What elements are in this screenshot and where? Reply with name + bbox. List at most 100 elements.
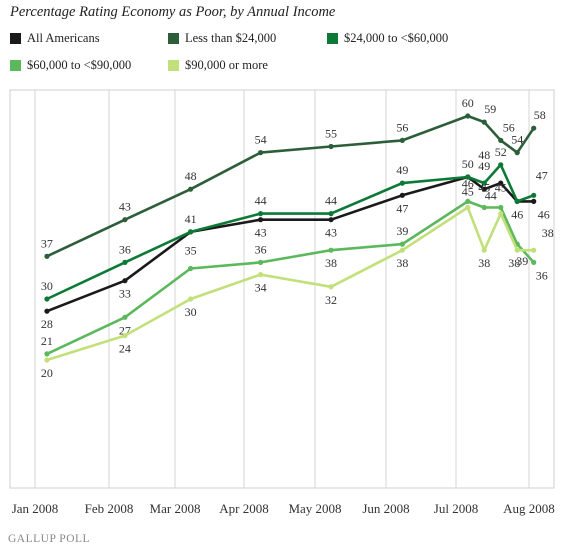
series-3-point bbox=[399, 241, 405, 247]
data-label: 38 bbox=[325, 256, 337, 270]
series-2-point bbox=[465, 174, 471, 180]
data-label: 50 bbox=[462, 157, 474, 171]
data-label: 24 bbox=[119, 342, 131, 356]
series-0-point bbox=[328, 217, 334, 223]
series-2-point bbox=[481, 180, 487, 186]
series-3-point bbox=[187, 265, 194, 272]
series-3-point bbox=[498, 204, 504, 211]
series-1-point bbox=[399, 137, 405, 143]
legend-item-all-americans: All Americans bbox=[10, 31, 100, 46]
series-2-point bbox=[257, 211, 264, 217]
gallup-poll-logo: GALLUP POLL bbox=[8, 533, 91, 545]
data-label: 38 bbox=[478, 256, 490, 270]
data-label: 20 bbox=[41, 366, 53, 380]
legend-swatch-90000-or-more bbox=[168, 60, 179, 71]
series-2-point bbox=[514, 198, 520, 204]
data-label: 30 bbox=[185, 305, 197, 319]
series-1-point bbox=[187, 186, 194, 192]
series-1-point bbox=[481, 119, 487, 125]
series-3-point bbox=[122, 314, 128, 320]
legend-label-all-americans: All Americans bbox=[27, 31, 100, 45]
data-label: 34 bbox=[255, 281, 267, 295]
x-tick-label: Feb 2008 bbox=[85, 501, 134, 516]
data-label: 37 bbox=[41, 236, 53, 250]
series-0-point bbox=[399, 192, 405, 198]
data-label: 36 bbox=[255, 242, 267, 256]
x-tick-label: Jul 2008 bbox=[434, 501, 478, 516]
data-label: 43 bbox=[255, 226, 267, 240]
data-label: 36 bbox=[119, 242, 131, 256]
legend-label-60000-to-90000: $60,000 to <$90,000 bbox=[27, 58, 132, 72]
series-4-point bbox=[465, 204, 471, 211]
data-label: 43 bbox=[119, 200, 131, 214]
data-label: 33 bbox=[119, 287, 131, 301]
chart-title: Percentage Rating Economy as Poor, by An… bbox=[10, 4, 336, 20]
series-line-1 bbox=[46, 114, 535, 258]
legend-label-90000-or-more: $90,000 or more bbox=[185, 58, 268, 72]
legend-item-90000-or-more: $90,000 or more bbox=[168, 58, 268, 73]
data-label: 44 bbox=[255, 194, 267, 208]
series-4-point bbox=[399, 247, 405, 253]
data-label: 54 bbox=[255, 133, 267, 147]
series-1-point bbox=[514, 150, 520, 156]
x-tick-label: Mar 2008 bbox=[150, 501, 201, 516]
data-label: 44 bbox=[485, 189, 497, 203]
data-label: 48 bbox=[185, 169, 197, 183]
series-1-point bbox=[498, 137, 504, 143]
series-1-point bbox=[44, 253, 50, 259]
series-0-point bbox=[531, 198, 537, 204]
series-4-point bbox=[514, 247, 520, 253]
series-4-point bbox=[328, 284, 334, 290]
legend-swatch-less-than-24000 bbox=[168, 33, 179, 44]
data-label: 52 bbox=[495, 145, 507, 159]
series-3-point bbox=[44, 351, 50, 357]
data-label: 38 bbox=[396, 256, 408, 270]
legend-swatch-24000-to-60000 bbox=[327, 33, 338, 44]
legend-item-60000-to-90000: $60,000 to <$90,000 bbox=[10, 58, 131, 73]
data-label: 58 bbox=[534, 108, 546, 122]
series-2-point bbox=[44, 296, 50, 302]
data-label: 30 bbox=[41, 279, 53, 293]
legend-swatch-60000-to-90000 bbox=[10, 60, 21, 71]
series-2-point bbox=[531, 192, 537, 198]
series-4-point bbox=[498, 211, 504, 217]
data-label: 39 bbox=[516, 254, 528, 268]
series-1-point bbox=[531, 125, 537, 131]
x-tick-label: Jun 2008 bbox=[362, 501, 409, 516]
x-tick-label: May 2008 bbox=[288, 501, 341, 516]
data-label: 32 bbox=[325, 293, 337, 307]
series-1-point bbox=[328, 143, 334, 150]
series-2-point bbox=[399, 180, 405, 186]
data-label: 35 bbox=[185, 244, 197, 258]
series-4-point bbox=[187, 296, 194, 302]
data-label: 54 bbox=[511, 133, 523, 147]
data-label: 46 bbox=[538, 207, 550, 221]
data-label: 45 bbox=[462, 185, 474, 199]
legend-item-24000-to-60000: $24,000 to <$60,000 bbox=[327, 31, 448, 46]
series-0-point bbox=[257, 217, 264, 223]
data-label: 21 bbox=[41, 334, 53, 348]
data-label: 60 bbox=[462, 96, 474, 110]
data-label: 38 bbox=[508, 256, 520, 270]
series-2-point bbox=[498, 162, 504, 168]
x-tick-label: Aug 2008 bbox=[503, 501, 555, 516]
series-0-point bbox=[122, 278, 128, 284]
legend-item-less-than-24000: Less than $24,000 bbox=[168, 31, 276, 46]
series-0-point bbox=[44, 308, 50, 314]
series-1-point bbox=[122, 217, 128, 223]
data-label: 56 bbox=[503, 120, 515, 134]
series-4-point bbox=[122, 333, 128, 339]
series-3-point bbox=[531, 259, 537, 265]
legend-label-24000-to-60000: $24,000 to <$60,000 bbox=[344, 31, 449, 45]
x-tick-label: Jan 2008 bbox=[12, 501, 59, 516]
series-0-point bbox=[498, 180, 504, 186]
data-label: 45 bbox=[478, 181, 490, 195]
data-label: 47 bbox=[536, 168, 548, 182]
series-4-point bbox=[481, 247, 487, 253]
data-label: 39 bbox=[396, 224, 408, 238]
legend: All Americans Less than $24,000 $24,000 … bbox=[10, 31, 560, 77]
series-3-point bbox=[328, 247, 334, 253]
data-label: 38 bbox=[542, 226, 554, 240]
data-label: 48 bbox=[478, 148, 490, 162]
